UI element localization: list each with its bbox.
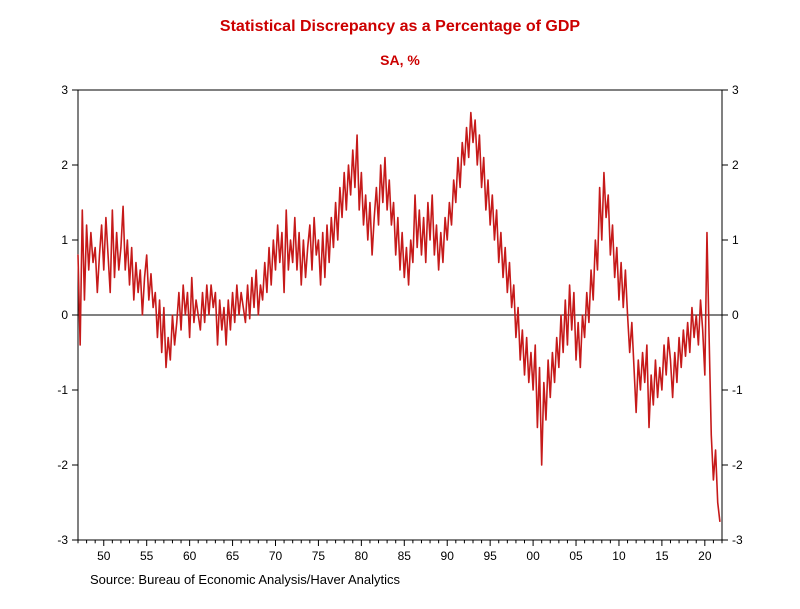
- svg-text:3: 3: [61, 83, 68, 97]
- svg-text:75: 75: [312, 549, 326, 563]
- svg-text:20: 20: [698, 549, 712, 563]
- chart-container: Statistical Discrepancy as a Percentage …: [0, 0, 800, 609]
- svg-text:95: 95: [483, 549, 497, 563]
- svg-text:-3: -3: [732, 533, 743, 547]
- svg-text:70: 70: [269, 549, 283, 563]
- svg-text:60: 60: [183, 549, 197, 563]
- svg-text:-1: -1: [732, 383, 743, 397]
- svg-text:05: 05: [569, 549, 583, 563]
- line-chart: -3-3-2-2-1-10011223350556065707580859095…: [0, 0, 800, 609]
- svg-text:0: 0: [61, 308, 68, 322]
- svg-text:65: 65: [226, 549, 240, 563]
- svg-text:3: 3: [732, 83, 739, 97]
- svg-text:-2: -2: [732, 458, 743, 472]
- svg-text:90: 90: [441, 549, 455, 563]
- svg-text:-2: -2: [57, 458, 68, 472]
- svg-text:1: 1: [61, 233, 68, 247]
- svg-text:10: 10: [612, 549, 626, 563]
- svg-text:-3: -3: [57, 533, 68, 547]
- svg-text:1: 1: [732, 233, 739, 247]
- svg-text:85: 85: [398, 549, 412, 563]
- svg-text:55: 55: [140, 549, 154, 563]
- svg-text:0: 0: [732, 308, 739, 322]
- svg-text:00: 00: [526, 549, 540, 563]
- svg-text:2: 2: [61, 158, 68, 172]
- svg-text:50: 50: [97, 549, 111, 563]
- svg-text:-1: -1: [57, 383, 68, 397]
- svg-text:80: 80: [355, 549, 369, 563]
- chart-source: Source: Bureau of Economic Analysis/Have…: [90, 572, 400, 587]
- svg-text:15: 15: [655, 549, 669, 563]
- svg-text:2: 2: [732, 158, 739, 172]
